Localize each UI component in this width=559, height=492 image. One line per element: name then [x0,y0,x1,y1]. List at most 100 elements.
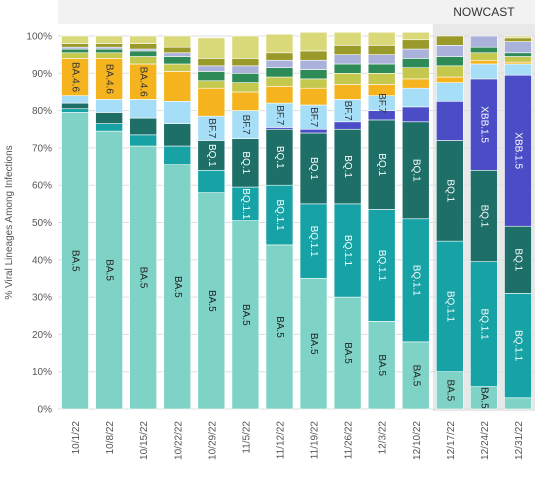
segment-label-10-1-22-ba46: BA.4.6 [70,62,81,92]
segment-label-12-24-22-bq1: BQ.1 [478,205,489,228]
segment-label-11-26-22-bq1: BQ.1 [342,155,353,178]
segment-11-12-22-ba46 [265,86,294,104]
segment-10-8-22-bq1 [95,112,123,124]
segment-label-10-29-22-ba5: BA.5 [206,290,217,312]
segment-10-1-22-other4 [61,43,89,48]
segment-11-12-22-ba5 [265,244,294,410]
segment-label-11-19-22-ba5: BA.5 [308,333,319,355]
segment-11-5-22-bq1 [231,138,260,188]
segment-10-15-22-other5 [129,35,157,44]
bar-12-3-22 [367,31,396,410]
x-tick-10-29-22: 10/29/22 [207,421,218,460]
x-tick-10-15-22: 10/15/22 [139,421,150,460]
segment-10-29-22-bf7 [197,115,226,141]
segment-11-19-22-other2 [299,69,328,80]
segment-label-12-24-22-bq11: BQ.1.1 [478,309,489,341]
segment-10-8-22-ba5 [95,130,123,410]
segment-10-22-22-other3 [163,52,192,57]
segment-12-31-22-bf7 [504,63,532,76]
segment-11-5-22-bq11 [231,186,260,221]
segment-11-19-22-bq1 [299,132,328,205]
segment-11-19-22-other5 [299,31,328,52]
segment-label-12-24-22-xbb15: XBB.1.5 [478,106,489,143]
y-tick-80: 80% [32,106,52,117]
segment-label-12-10-22-ba5: BA.5 [410,365,421,387]
segment-10-1-22-bq11 [61,108,89,113]
segment-11-19-22-xbb15 [299,128,328,134]
bar-11-5-22 [231,35,260,410]
segment-labels: BA.5 BA.4.6 BA.5 BA.4.6 BA.5 BA.4.6 BA.5 BA.5 BQ… [70,62,524,409]
x-tick-12-3-22: 12/3/22 [378,421,389,455]
segment-12-10-22-bf7 [401,87,430,108]
segment-label-12-3-22-bq1: BQ.1 [376,153,387,176]
x-tick-11-19-22: 11/19/22 [310,421,321,460]
segment-label-12-17-22-bq1: BQ.1 [444,179,455,202]
segment-10-1-22-other1 [61,52,89,59]
segment-10-29-22-other4 [197,58,226,67]
segment-label-11-26-22-bq11: BQ.1.1 [342,235,353,267]
segment-12-17-22-ba5 [436,371,464,410]
segment-label-12-31-22-bq11: BQ.1.1 [512,330,523,362]
segment-12-3-22-other5 [367,31,396,46]
segment-12-3-22-bq1 [367,119,396,210]
segment-11-19-22-bq11 [299,203,328,279]
bar-10-1-22 [61,35,89,410]
segment-11-26-22-other2 [333,63,362,74]
segment-11-5-22-other3 [231,65,260,74]
segment-label-10-29-22-bf7: BF.7 [206,118,217,138]
segment-12-31-22-ba5 [504,397,532,410]
segment-11-26-22-other3 [333,54,362,65]
segment-label-11-12-22-bf7: BF.7 [274,105,285,125]
y-tick-90: 90% [32,69,52,80]
segment-12-17-22-other4 [436,35,464,46]
segment-11-5-22-ba5 [231,220,260,410]
segment-label-11-12-22-ba5: BA.5 [274,316,285,338]
segment-11-19-22-bf7 [299,104,328,130]
segment-10-1-22-ba5 [61,112,89,410]
segment-label-11-5-22-ba5: BA.5 [240,304,251,326]
x-tick-12-24-22: 12/24/22 [480,421,491,460]
segment-12-17-22-other3 [436,45,464,57]
segment-12-17-22-xbb15 [436,100,464,141]
segment-label-12-31-22-xbb15: XBB.1.5 [512,132,523,169]
y-tick-0: 0% [38,405,53,416]
segment-11-5-22-other5 [231,35,260,59]
segment-10-1-22-other5 [61,35,89,44]
segment-label-10-15-22-ba46: BA.4.6 [138,67,149,97]
x-tick-10-22-22: 10/22/22 [173,421,184,460]
segment-10-8-22-other2 [95,48,123,54]
segment-12-17-22-bq11 [436,240,464,372]
segment-10-15-22-bf7 [129,99,157,119]
segment-label-12-10-22-bq1: BQ.1 [410,159,421,182]
segment-11-26-22-ba46 [333,84,362,100]
segment-label-11-5-22-bf7: BF.7 [240,115,251,135]
x-tick-12-17-22: 12/17/22 [446,421,457,460]
segment-10-8-22-bf7 [95,99,123,113]
segment-11-12-22-other2 [265,67,294,78]
segment-10-22-22-other5 [163,35,192,48]
segment-11-19-22-ba5 [299,278,328,410]
x-tick-labels: 10/1/22 10/8/22 10/15/22 10/22/22 10/29/22 11… [71,421,525,460]
bar-12-31-22 [504,35,532,410]
segment-11-19-22-other3 [299,59,328,70]
bars [61,31,532,410]
segment-11-19-22-other1 [299,78,328,89]
nowcast-label: NOWCAST [453,5,515,19]
segment-12-17-22-ba46 [436,76,464,83]
bar-12-10-22 [401,31,430,410]
segment-label-11-26-22-bf7: BF.7 [342,101,353,121]
segment-label-11-12-22-bq11: BQ.1.1 [274,199,285,231]
segment-10-22-22-ba5 [163,164,192,410]
segment-12-10-22-ba46 [401,78,430,89]
y-tick-40: 40% [32,255,52,266]
segment-label-10-1-22-ba5: BA.5 [70,250,81,272]
segment-label-10-8-22-ba5: BA.5 [104,259,115,281]
segment-label-12-3-22-bf7: BF.7 [376,93,387,113]
y-tick-30: 30% [32,293,52,304]
segment-10-15-22-other1 [129,56,157,65]
x-tick-10-1-22: 10/1/22 [71,421,82,455]
segment-12-31-22-other2 [504,52,532,57]
segment-10-29-22-ba46 [197,87,226,117]
segment-12-10-22-other5 [401,31,430,41]
